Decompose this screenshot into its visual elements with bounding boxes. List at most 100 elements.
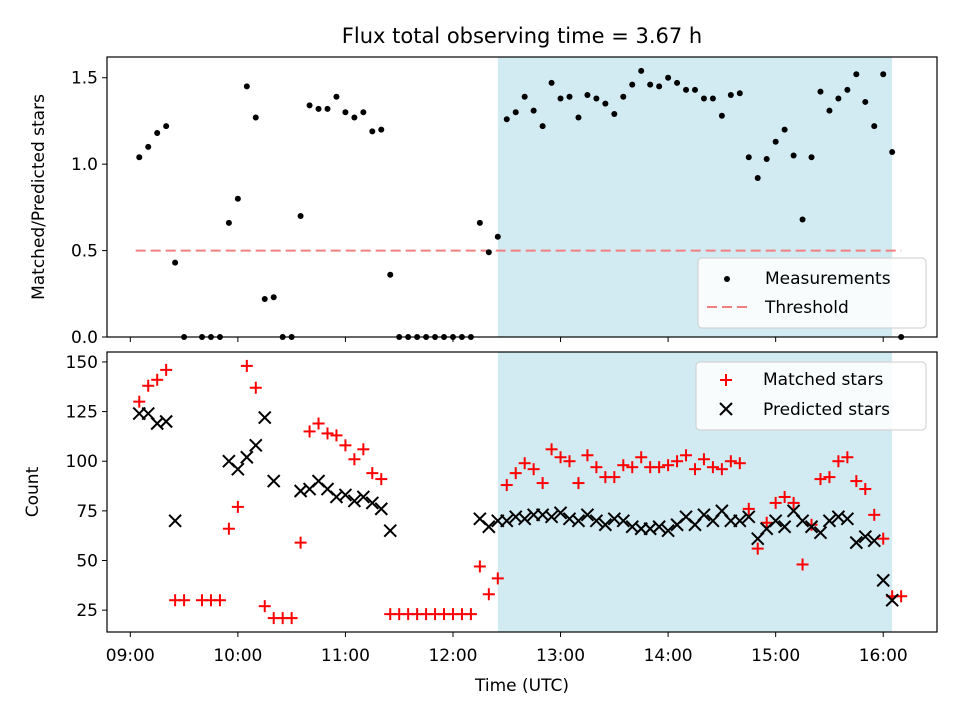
predicted-star-point	[858, 529, 873, 544]
predicted-star-point	[231, 462, 245, 476]
xtick-label: 09:00	[106, 646, 155, 666]
predicted-star-point	[661, 524, 675, 538]
measurement-point	[333, 93, 340, 100]
bottom-legend-box	[695, 361, 927, 431]
measurement-point	[674, 79, 681, 86]
predicted-star-point	[482, 520, 496, 534]
measurement-point	[763, 155, 770, 162]
matched-star-point	[285, 612, 298, 625]
measurement-point	[136, 154, 143, 161]
matched-star-point	[859, 483, 872, 496]
legend-matched-label: Matched stars	[763, 370, 883, 390]
xtick-label: 10:00	[213, 646, 262, 666]
matched-star-point	[572, 477, 585, 490]
predicted-star-point	[840, 512, 855, 526]
measurement-point	[342, 109, 349, 116]
bottom-ytick-label: 125	[66, 403, 98, 423]
predicted-star-point	[589, 514, 604, 528]
matched-star-point	[778, 490, 791, 503]
measurement-point	[611, 111, 618, 118]
predicted-star-point	[544, 510, 559, 524]
matched-star-point	[769, 496, 782, 509]
top-panel: 0.0 0.5 1.0 1.5 Matched/Predicted stars Mea…	[29, 56, 938, 348]
measurement-point	[351, 114, 358, 121]
matched-star-point	[348, 453, 361, 466]
measurement-point	[880, 71, 887, 78]
matched-star-point	[850, 475, 863, 488]
measurement-point	[638, 67, 645, 74]
measurement-point	[387, 271, 394, 278]
predicted-star-point	[500, 514, 514, 528]
predicted-star-point	[876, 573, 890, 588]
measurement-point	[817, 88, 824, 95]
matched-star-point	[724, 455, 737, 468]
measurement-point	[665, 74, 672, 81]
measurement-point	[584, 92, 591, 99]
predicted-star-point	[267, 474, 281, 488]
measurement-point	[243, 83, 250, 90]
predicted-star-point	[365, 496, 380, 510]
predicted-star-point	[168, 514, 182, 528]
predicted-star-point	[768, 514, 783, 528]
measurement-point	[683, 86, 690, 93]
matched-star-point	[832, 455, 845, 468]
chart-title: Flux total observing time = 3.67 h	[342, 24, 702, 48]
matched-star-point	[142, 379, 155, 392]
legend-predicted-marker	[719, 402, 733, 416]
measurement-point	[270, 294, 277, 301]
measurement-point	[808, 154, 815, 161]
xtick-label: 13:00	[536, 646, 585, 666]
matched-star-point	[339, 439, 352, 452]
matched-star-point	[563, 455, 576, 468]
measurement-point	[862, 98, 869, 105]
measurement-point	[718, 112, 725, 119]
measurement-point	[700, 95, 707, 102]
matched-star-point	[473, 560, 486, 573]
bottom-ytick-label: 100	[66, 452, 98, 472]
matched-star-point	[357, 443, 370, 456]
matched-star-point	[787, 496, 800, 509]
matched-star-point	[258, 600, 271, 613]
measurement-point	[315, 105, 322, 112]
matched-star-point	[653, 461, 666, 474]
matched-star-point	[213, 594, 226, 607]
xtick-label: 15:00	[751, 646, 800, 666]
measurement-point	[324, 105, 331, 112]
measurement-point	[234, 195, 241, 202]
legend-measurements-label: Measurements	[765, 269, 891, 289]
predicted-star-point	[356, 490, 371, 504]
matched-star-point	[249, 381, 262, 394]
top-ytick-label: 0.0	[71, 328, 98, 348]
bottom-ytick-label: 75	[76, 502, 98, 522]
measurement-point	[656, 83, 663, 90]
bottom-axes-frame	[106, 351, 938, 633]
matched-star-point	[312, 417, 325, 430]
xtick-label: 16:00	[859, 646, 908, 666]
top-ytick-label: 0.5	[71, 242, 98, 262]
top-y-axis-label: Matched/Predicted stars	[29, 94, 49, 300]
measurement-point	[602, 100, 609, 107]
matched-star-point	[581, 449, 594, 462]
xtick-label: 14:00	[644, 646, 693, 666]
matched-star-point	[635, 451, 648, 464]
measurement-point	[503, 116, 510, 123]
predicted-star-point	[571, 514, 586, 528]
measurement-point	[745, 154, 752, 161]
matched-star-point	[133, 395, 146, 408]
predicted-star-point	[616, 514, 630, 528]
matched-star-point	[231, 500, 244, 513]
predicted-star-point	[652, 520, 666, 534]
measurement-point	[575, 114, 582, 121]
bottom-ytick-label: 25	[76, 601, 98, 621]
matched-star-point	[482, 588, 495, 601]
measurement-point	[844, 86, 851, 93]
top-y-ticks: 0.0 0.5 1.0 1.5	[71, 69, 107, 348]
matched-star-point	[303, 425, 316, 438]
measurement-point	[261, 295, 268, 302]
matched-star-point	[680, 449, 693, 462]
measurement-point	[539, 123, 546, 130]
measurement-point	[297, 213, 304, 220]
matched-star-point	[814, 473, 827, 486]
matched-star-point	[706, 461, 719, 474]
measurement-point	[548, 79, 555, 86]
